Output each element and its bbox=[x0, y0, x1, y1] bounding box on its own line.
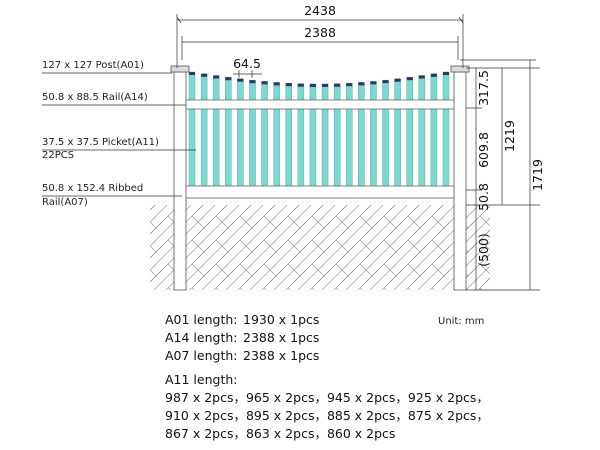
dim-burial: (500) bbox=[476, 233, 491, 267]
dim-spacing: 64.5 bbox=[233, 56, 261, 71]
length-value: 1930 x 1pcs bbox=[243, 312, 319, 327]
dim-above-ground: 1219 bbox=[502, 120, 517, 152]
picket-cap bbox=[322, 83, 329, 87]
dimension-lines bbox=[176, 14, 540, 291]
picket-length-line: 910 x 2pcs，895 x 2pcs，885 x 2pcs，875 x 2… bbox=[165, 408, 489, 423]
label-picket-count: 22PCS bbox=[42, 150, 74, 161]
dim-overall: 2438 bbox=[304, 3, 336, 18]
picket-cap bbox=[430, 73, 437, 77]
picket-cap bbox=[285, 83, 292, 87]
picket bbox=[382, 79, 389, 199]
picket-cap bbox=[201, 73, 208, 77]
leaders bbox=[42, 72, 196, 197]
picket bbox=[394, 78, 401, 199]
picket-cap bbox=[394, 78, 401, 82]
picket-cap bbox=[261, 81, 268, 85]
picket-length-label: A11 length: bbox=[165, 372, 238, 387]
picket bbox=[237, 78, 244, 199]
label-bottom-rail: 50.8 x 152.4 Ribbed bbox=[42, 183, 143, 194]
picket-cap bbox=[273, 82, 280, 86]
post-cap bbox=[450, 65, 470, 73]
length-label: A14 length: bbox=[165, 330, 238, 345]
dim-total: 1719 bbox=[530, 159, 545, 191]
picket bbox=[188, 71, 196, 199]
unit: Unit: mm bbox=[438, 316, 484, 327]
bottom-rail bbox=[181, 185, 459, 199]
picket-cap bbox=[418, 75, 425, 79]
picket bbox=[249, 79, 256, 199]
picket-cap bbox=[406, 77, 413, 81]
picket bbox=[212, 75, 220, 199]
picket-cap bbox=[225, 77, 232, 81]
top-rail bbox=[181, 99, 459, 110]
picket bbox=[225, 76, 232, 199]
ground bbox=[150, 205, 490, 290]
picket-cap bbox=[237, 78, 244, 82]
length-value: 2388 x 1pcs bbox=[243, 330, 319, 345]
length-value: 2388 x 1pcs bbox=[243, 348, 319, 363]
dim-bottom-rail: 50.8 bbox=[476, 183, 491, 211]
picket-cap bbox=[334, 83, 341, 87]
label-picket: 37.5 x 37.5 Picket(A11) bbox=[42, 137, 159, 148]
label-bottom-rail-2: Rail(A07) bbox=[42, 197, 88, 208]
dim-rail: 2388 bbox=[304, 25, 336, 40]
length-label: A07 length: bbox=[165, 348, 238, 363]
picket bbox=[200, 73, 208, 199]
length-label: A01 length: bbox=[165, 312, 238, 327]
picket-cap bbox=[249, 80, 256, 84]
fence bbox=[170, 65, 470, 291]
picket bbox=[370, 81, 377, 199]
lengths: A01 length: 1930 x 1pcs A14 length: 2388 x … bbox=[165, 312, 489, 441]
picket bbox=[442, 71, 450, 199]
picket-cap bbox=[189, 72, 195, 75]
picket-cap bbox=[443, 72, 449, 75]
dim-top: 317.5 bbox=[476, 70, 491, 106]
picket-cap bbox=[358, 82, 365, 86]
picket-cap bbox=[309, 83, 316, 87]
picket bbox=[430, 73, 438, 199]
dim-picket: 609.8 bbox=[476, 132, 491, 168]
picket-cap bbox=[213, 75, 220, 79]
picket bbox=[418, 75, 426, 199]
picket bbox=[406, 76, 413, 199]
picket-length-line: 867 x 2pcs，863 x 2pcs，860 x 2pcs bbox=[165, 426, 395, 441]
picket-length-line: 987 x 2pcs，965 x 2pcs，945 x 2pcs，925 x 2… bbox=[165, 390, 489, 405]
post bbox=[453, 71, 467, 291]
picket-cap bbox=[370, 81, 377, 85]
post-cap bbox=[170, 65, 190, 73]
label-top-rail: 50.8 x 88.5 Rail(A14) bbox=[42, 92, 148, 103]
picket bbox=[261, 81, 268, 199]
picket-cap bbox=[297, 83, 304, 87]
picket-cap bbox=[382, 80, 389, 84]
picket-cap bbox=[346, 83, 353, 87]
label-post: 127 x 127 Post(A01) bbox=[42, 60, 144, 71]
